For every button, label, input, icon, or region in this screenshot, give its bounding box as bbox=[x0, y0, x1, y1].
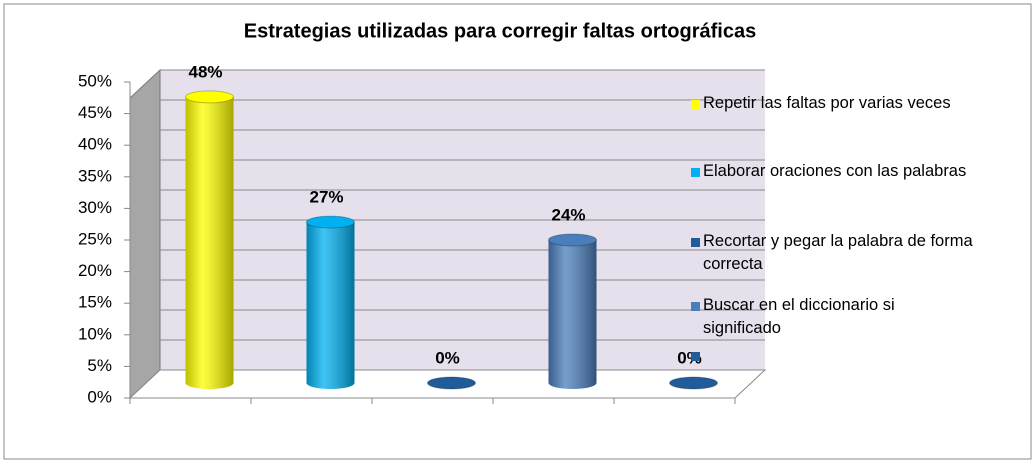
bar-shade bbox=[548, 239, 597, 389]
side-wall bbox=[129, 68, 161, 400]
y-tick-label: 5% bbox=[87, 356, 112, 375]
bar bbox=[548, 233, 597, 389]
legend-label: Recortar y pegar la palabra de forma cor… bbox=[703, 232, 973, 273]
bar bbox=[669, 376, 718, 390]
bar-top bbox=[185, 90, 234, 104]
y-tick-label: 20% bbox=[78, 261, 112, 280]
legend-swatch bbox=[691, 100, 700, 109]
legend-label: Repetir las faltas por varias veces bbox=[703, 94, 951, 112]
legend-entry: Repetir las faltas por varias veces bbox=[703, 94, 951, 112]
legend-label: Elaborar oraciones con las palabras bbox=[703, 162, 967, 180]
legend-label: Buscar en el diccionario si significado bbox=[703, 296, 895, 337]
bar-top bbox=[427, 376, 476, 390]
y-tick-label: 30% bbox=[78, 198, 112, 217]
y-tick-label: 15% bbox=[78, 293, 112, 312]
bar-shade bbox=[185, 96, 234, 390]
y-tick-label: 35% bbox=[78, 166, 112, 185]
bar bbox=[185, 90, 234, 390]
y-tick-label: 10% bbox=[78, 324, 112, 343]
data-label: 0% bbox=[435, 348, 460, 367]
legend-entry: Buscar en el diccionario si significado bbox=[703, 296, 895, 337]
legend-swatch bbox=[691, 168, 700, 177]
chart-title: Estrategias utilizadas para corregir fal… bbox=[244, 20, 756, 42]
legend-entry: Recortar y pegar la palabra de forma cor… bbox=[703, 232, 973, 273]
bar-top bbox=[548, 233, 597, 247]
bar-top bbox=[669, 376, 718, 390]
legend-swatch bbox=[691, 302, 700, 311]
bar-shade bbox=[306, 222, 355, 389]
y-tick-label: 50% bbox=[78, 71, 112, 90]
y-tick-label: 40% bbox=[78, 135, 112, 154]
y-tick-label: 0% bbox=[87, 387, 112, 406]
legend-entry: Elaborar oraciones con las palabras bbox=[703, 162, 967, 180]
bar bbox=[427, 376, 476, 390]
bar bbox=[306, 215, 355, 389]
bar-top bbox=[306, 215, 355, 229]
legend-swatch bbox=[691, 238, 700, 247]
legend-swatch bbox=[691, 352, 700, 361]
data-label: 24% bbox=[551, 205, 585, 224]
y-tick-label: 45% bbox=[78, 103, 112, 122]
y-tick-label: 25% bbox=[78, 229, 112, 248]
data-label: 27% bbox=[309, 188, 343, 207]
data-label: 48% bbox=[188, 62, 222, 81]
